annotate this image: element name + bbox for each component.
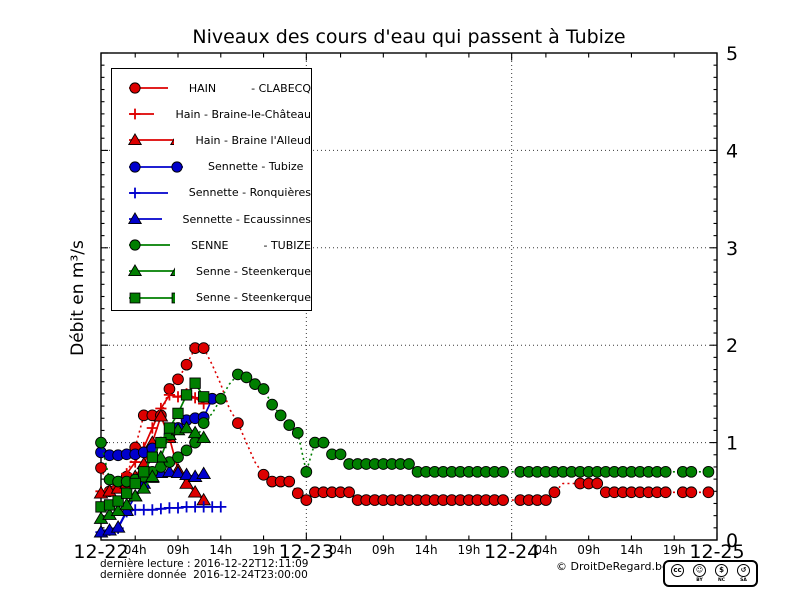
cc-logo-icon: cc xyxy=(671,564,684,577)
x-tick-label-day: 12-25 xyxy=(689,541,744,563)
x-tick-label-hour: 09h xyxy=(577,543,600,557)
legend-item-label: Senne - Steenkerque xyxy=(195,264,311,278)
cc-cell: $ NC xyxy=(711,564,733,583)
share-alike-icon: ↺ xyxy=(737,564,750,577)
x-tick-label-hour: 19h xyxy=(457,543,480,557)
x-tick-label-hour: 04h xyxy=(124,543,147,557)
copyright-text: © DroitDeRegard.be xyxy=(556,560,669,573)
legend-marker-plus-icon xyxy=(129,108,155,120)
x-tick-label-day: 12-23 xyxy=(279,541,334,563)
legend-item-label: Sennette - Ecaussinnes xyxy=(182,212,312,226)
plot-frame xyxy=(100,52,718,541)
cc-sublabel: NC xyxy=(717,578,726,583)
legend-item: Hain - Braine-le-Château xyxy=(112,101,311,127)
y-tick-label: 3 xyxy=(726,238,738,260)
legend-item-label: Sennette - Tubize xyxy=(208,160,304,174)
legend-item: Sennette - Ecaussinnes xyxy=(112,206,311,232)
legend-marker-triangle-icon xyxy=(127,212,162,225)
x-tick-label-hour: 14h xyxy=(209,543,232,557)
legend: HAIN - CLABECQ Hain - Braine-le-Château Ha… xyxy=(111,68,312,311)
x-tick-label-hour: 19h xyxy=(663,543,686,557)
legend-item: Senne - Steenkerque xyxy=(112,258,311,284)
legend-marker-circle-icon xyxy=(129,82,168,94)
cc-sublabel: SA xyxy=(740,578,747,583)
cc-cell: ☺ BY xyxy=(689,564,711,583)
legend-item-label: Hain - Braine l'Alleud xyxy=(195,133,311,147)
x-tick-label-hour: 09h xyxy=(372,543,395,557)
legend-item: Senne - Steenkerque xyxy=(112,285,311,311)
cc-sublabel: BY xyxy=(696,578,703,583)
legend-item: Hain - Braine l'Alleud xyxy=(112,127,311,153)
x-tick-label-hour: 04h xyxy=(534,543,557,557)
y-axis-label: Débit en m³/s xyxy=(68,240,88,356)
legend-marker-triangle-icon xyxy=(127,264,175,277)
x-tick-label-hour: 14h xyxy=(620,543,643,557)
legend-marker-circle-icon xyxy=(129,161,183,173)
legend-item-label: Senne - Steenkerque xyxy=(195,291,311,305)
y-tick-label: 4 xyxy=(726,140,738,162)
chart-title: Niveaux des cours d'eau qui passent à Tu… xyxy=(192,26,626,48)
cc-cell: cc xyxy=(667,564,689,583)
series-senne-steenkerque-square xyxy=(95,377,210,513)
y-tick-label: 2 xyxy=(726,335,738,357)
legend-item: HAIN - CLABECQ xyxy=(112,75,311,101)
legend-item-label: SENNE - TUBIZE xyxy=(191,238,311,252)
last-reading-text: dernière lecture : 2016-12-22T12:11:09 xyxy=(100,558,309,570)
legend-item: SENNE - TUBIZE xyxy=(112,232,311,258)
legend-item: Sennette - Tubize xyxy=(112,154,311,180)
y-tick-label: 0 xyxy=(726,530,738,552)
legend-item-label: Hain - Braine-le-Château xyxy=(175,107,311,121)
axis-ticks: 04h 09h 14h 19h 04h 09h 14h 19h 04h 09h 14h 19h12-2… xyxy=(73,43,744,563)
cc-cell: ↺ SA xyxy=(733,564,755,583)
y-tick-label: 5 xyxy=(726,43,738,65)
x-tick-label-hour: 04h xyxy=(329,543,352,557)
cc-license-badge: cc ☺ BY $ NC ↺ SA xyxy=(663,560,758,587)
legend-marker-circle-icon xyxy=(129,239,171,251)
legend-marker-triangle-icon xyxy=(127,133,175,146)
x-tick-label-day: 12-24 xyxy=(484,541,539,563)
legend-item: Sennette - Ronquières xyxy=(112,180,311,206)
x-tick-label-hour: 09h xyxy=(167,543,190,557)
legend-item-label: Sennette - Ronquières xyxy=(188,186,311,200)
attribution-icon: ☺ xyxy=(693,564,706,577)
x-tick-label-hour: 14h xyxy=(415,543,438,557)
legend-marker-plus-icon xyxy=(129,187,168,199)
legend-item-label: HAIN - CLABECQ xyxy=(188,81,311,95)
x-tick-label-day: 12-22 xyxy=(73,541,128,563)
last-data-text: dernière donnée 2016-12-24T23:00:00 xyxy=(100,569,308,581)
legend-marker-square-icon xyxy=(129,292,175,303)
grid xyxy=(101,53,717,540)
series-hain-clabecq-circle xyxy=(95,342,715,506)
y-tick-label: 1 xyxy=(726,433,738,455)
non-commercial-icon: $ xyxy=(715,564,728,577)
x-tick-label-hour: 19h xyxy=(252,543,275,557)
